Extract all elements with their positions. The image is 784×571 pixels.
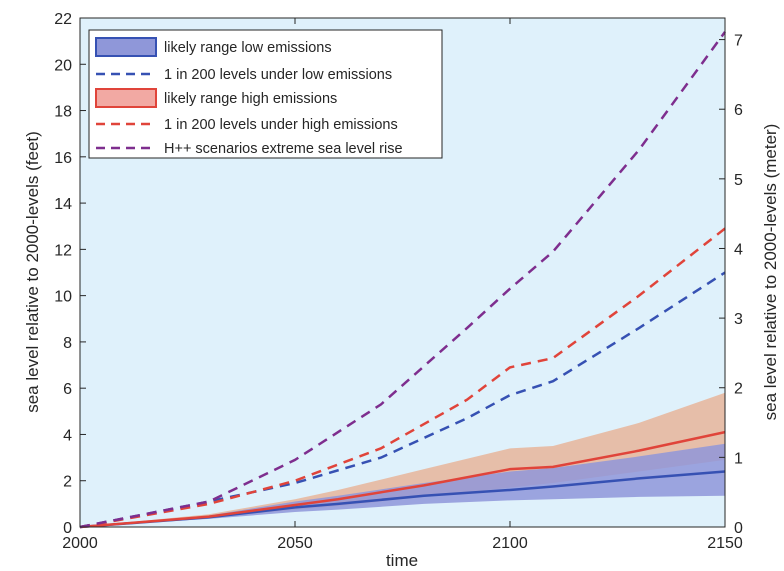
series-line-1 — [79, 227, 726, 529]
x-tick-label: 2050 — [277, 535, 313, 552]
left-y-axis-label: sea level relative to 2000-levels (feet) — [23, 131, 42, 413]
legend-label-low-range: likely range low emissions — [164, 40, 332, 56]
right-y-tick-label: 5 — [734, 172, 743, 189]
left-y-tick-label: 18 — [54, 104, 72, 121]
legend-label-hpp: H++ scenarios extreme sea level rise — [164, 141, 403, 157]
right-y-tick-label: 1 — [734, 450, 743, 467]
x-tick-label: 2100 — [492, 535, 528, 552]
left-y-tick-label: 4 — [63, 427, 72, 444]
x-axis-ticks: 2000 2050 2100 2150 — [62, 18, 743, 552]
left-y-tick-label: 8 — [63, 335, 72, 352]
right-y-tick-label: 0 — [734, 520, 743, 537]
median-line-1 — [79, 430, 726, 529]
x-axis-label: time — [386, 551, 418, 570]
left-y-axis-ticks: 0 2 4 6 8 10 12 14 16 18 20 22 — [54, 11, 86, 537]
left-y-tick-label: 16 — [54, 150, 72, 167]
left-y-tick-label: 20 — [54, 57, 72, 74]
left-y-tick-label: 2 — [63, 474, 72, 491]
left-y-tick-label: 22 — [54, 11, 72, 28]
legend-swatch-high-range — [95, 88, 157, 108]
left-y-tick-label: 12 — [54, 242, 72, 259]
right-y-tick-label: 2 — [734, 381, 743, 398]
right-y-tick-label: 6 — [734, 102, 743, 119]
x-tick-label: 2150 — [707, 535, 743, 552]
series-line-2 — [79, 31, 727, 529]
plot-frame — [79, 17, 726, 528]
dashed-series — [79, 31, 727, 529]
right-y-tick-label: 7 — [734, 33, 743, 50]
left-y-tick-label: 10 — [54, 289, 72, 306]
legend: likely range low emissions 1 in 200 leve… — [88, 29, 443, 159]
right-y-axis-ticks: 0 1 2 3 4 5 6 7 — [719, 33, 743, 537]
median-lines — [79, 430, 726, 529]
right-y-tick-label: 4 — [734, 241, 743, 258]
legend-label-high-200: 1 in 200 levels under high emissions — [164, 117, 398, 133]
legend-label-low-200: 1 in 200 levels under low emissions — [164, 67, 392, 83]
left-y-tick-label: 0 — [63, 520, 72, 537]
band-0 — [80, 443, 725, 527]
legend-label-high-range: likely range high emissions — [164, 91, 337, 107]
right-y-axis-label: sea level relative to 2000-levels (meter… — [761, 124, 780, 421]
legend-swatch-low-range — [95, 37, 157, 57]
left-y-tick-label: 14 — [54, 196, 72, 213]
x-tick-label: 2000 — [62, 535, 98, 552]
right-y-tick-label: 3 — [734, 311, 743, 328]
left-y-tick-label: 6 — [63, 381, 72, 398]
